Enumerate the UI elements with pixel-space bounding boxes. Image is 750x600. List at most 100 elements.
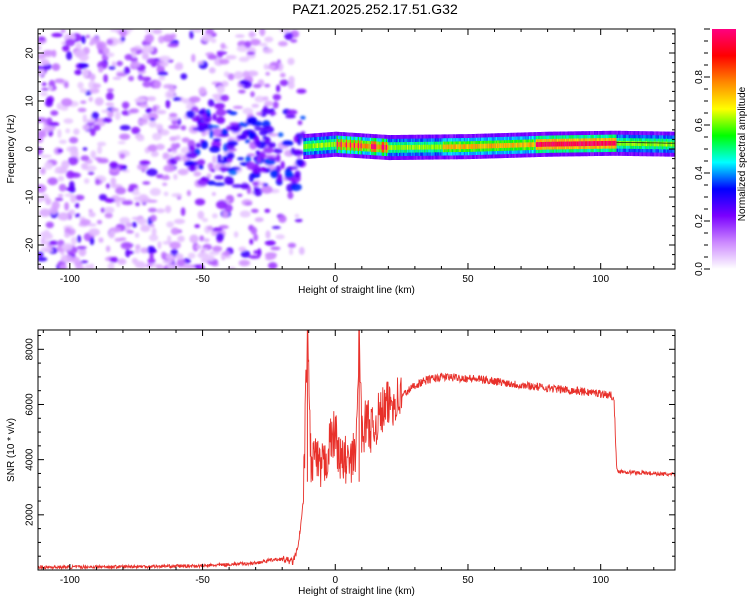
noise-blob xyxy=(81,35,86,44)
noise-blob xyxy=(264,100,274,107)
noise-blob xyxy=(157,241,162,250)
noise-blob xyxy=(212,155,217,164)
noise-blob xyxy=(48,240,58,246)
carrier-cell xyxy=(571,141,574,147)
carrier-cell xyxy=(657,141,660,147)
carrier-cell xyxy=(466,144,469,149)
carrier-cell xyxy=(316,143,319,148)
carrier-cell xyxy=(475,144,478,149)
carrier-cell xyxy=(538,142,541,147)
noise-blob xyxy=(145,107,151,114)
noise-blob xyxy=(221,128,229,137)
noise-blob xyxy=(212,213,218,219)
noise-blob xyxy=(208,67,216,74)
noise-blob xyxy=(250,91,255,98)
noise-blob xyxy=(50,110,59,116)
carrier-cell xyxy=(534,142,537,147)
noise-blob xyxy=(253,187,263,197)
carrier-cell xyxy=(644,141,647,147)
noise-blob xyxy=(98,194,108,201)
noise-blob xyxy=(191,53,196,63)
carrier-cell xyxy=(558,141,560,147)
carrier-cell xyxy=(465,144,468,149)
noise-blob xyxy=(140,224,151,232)
carrier-cell xyxy=(416,144,418,150)
carrier-cell xyxy=(639,141,641,146)
carrier-cell xyxy=(428,144,430,150)
carrier-cell xyxy=(599,141,602,146)
carrier-cell xyxy=(493,143,495,149)
noise-blob xyxy=(188,145,196,152)
noise-blob xyxy=(152,132,162,141)
carrier-cell xyxy=(578,141,580,147)
noise-blob xyxy=(131,216,143,221)
noise-blob xyxy=(150,151,159,157)
noise-blob xyxy=(68,180,75,190)
snr-ylabel: SNR (10 * v/v) xyxy=(6,418,17,482)
carrier-cell xyxy=(372,144,375,149)
snr-ytick-label: 8000 xyxy=(25,338,36,361)
carrier-cell xyxy=(653,141,656,147)
noise-blob xyxy=(197,124,207,133)
snr-line xyxy=(38,330,675,570)
noise-blob xyxy=(121,169,130,173)
noise-blob xyxy=(84,178,90,184)
noise-blob xyxy=(92,83,102,89)
noise-blob xyxy=(294,170,301,178)
carrier-cell xyxy=(632,141,635,146)
noise-blob xyxy=(147,144,158,152)
noise-blob xyxy=(103,74,108,83)
carrier-cell xyxy=(614,140,616,146)
noise-blob xyxy=(284,172,294,179)
carrier-cell xyxy=(436,144,438,150)
noise-blob xyxy=(65,38,76,47)
noise-blob xyxy=(240,250,251,258)
snr-xtick-label: -50 xyxy=(195,575,210,586)
carrier-cell xyxy=(673,141,675,147)
noise-blob xyxy=(60,29,66,33)
noise-blob xyxy=(38,53,46,60)
noise-blob xyxy=(239,79,249,86)
carrier-cell xyxy=(331,142,334,147)
carrier-cell xyxy=(460,144,462,150)
noise-blob xyxy=(45,99,53,107)
carrier-cell xyxy=(414,144,417,150)
noise-blob xyxy=(261,185,273,194)
carrier-cell xyxy=(563,141,566,147)
noise-blob xyxy=(259,130,268,136)
noise-blob xyxy=(264,208,271,213)
carrier-cell xyxy=(636,141,639,146)
carrier-cell xyxy=(515,142,518,148)
carrier-cell xyxy=(572,141,575,147)
noise-blob xyxy=(214,102,226,110)
carrier-cell xyxy=(381,144,384,150)
noise-blob xyxy=(79,260,89,264)
spectrogram-xtick-label: -50 xyxy=(195,274,210,285)
noise-blob xyxy=(289,248,294,256)
noise-blob xyxy=(270,246,281,251)
carrier-cell xyxy=(499,143,502,148)
carrier-cell xyxy=(627,141,629,146)
noise-blob xyxy=(42,49,55,56)
noise-blob xyxy=(74,213,81,218)
noise-blob xyxy=(131,126,141,135)
carrier-cell xyxy=(429,144,432,150)
carrier-cell xyxy=(495,143,498,149)
noise-blob xyxy=(235,34,245,38)
noise-blob xyxy=(117,258,127,265)
noise-blob xyxy=(134,232,140,238)
noise-blob xyxy=(119,124,131,131)
carrier-cell xyxy=(631,141,633,146)
noise-blob xyxy=(207,54,218,60)
noise-blob xyxy=(287,177,296,182)
noise-blob xyxy=(163,164,176,173)
noise-blob xyxy=(296,88,307,94)
noise-blob xyxy=(211,192,216,196)
noise-blob xyxy=(63,118,74,124)
noise-blob xyxy=(130,61,141,68)
spectrogram-xtick-label: 50 xyxy=(462,274,474,285)
noise-blob xyxy=(215,232,225,242)
colorbar-tick-label: 0.2 xyxy=(694,214,705,228)
noise-blob xyxy=(169,154,174,159)
